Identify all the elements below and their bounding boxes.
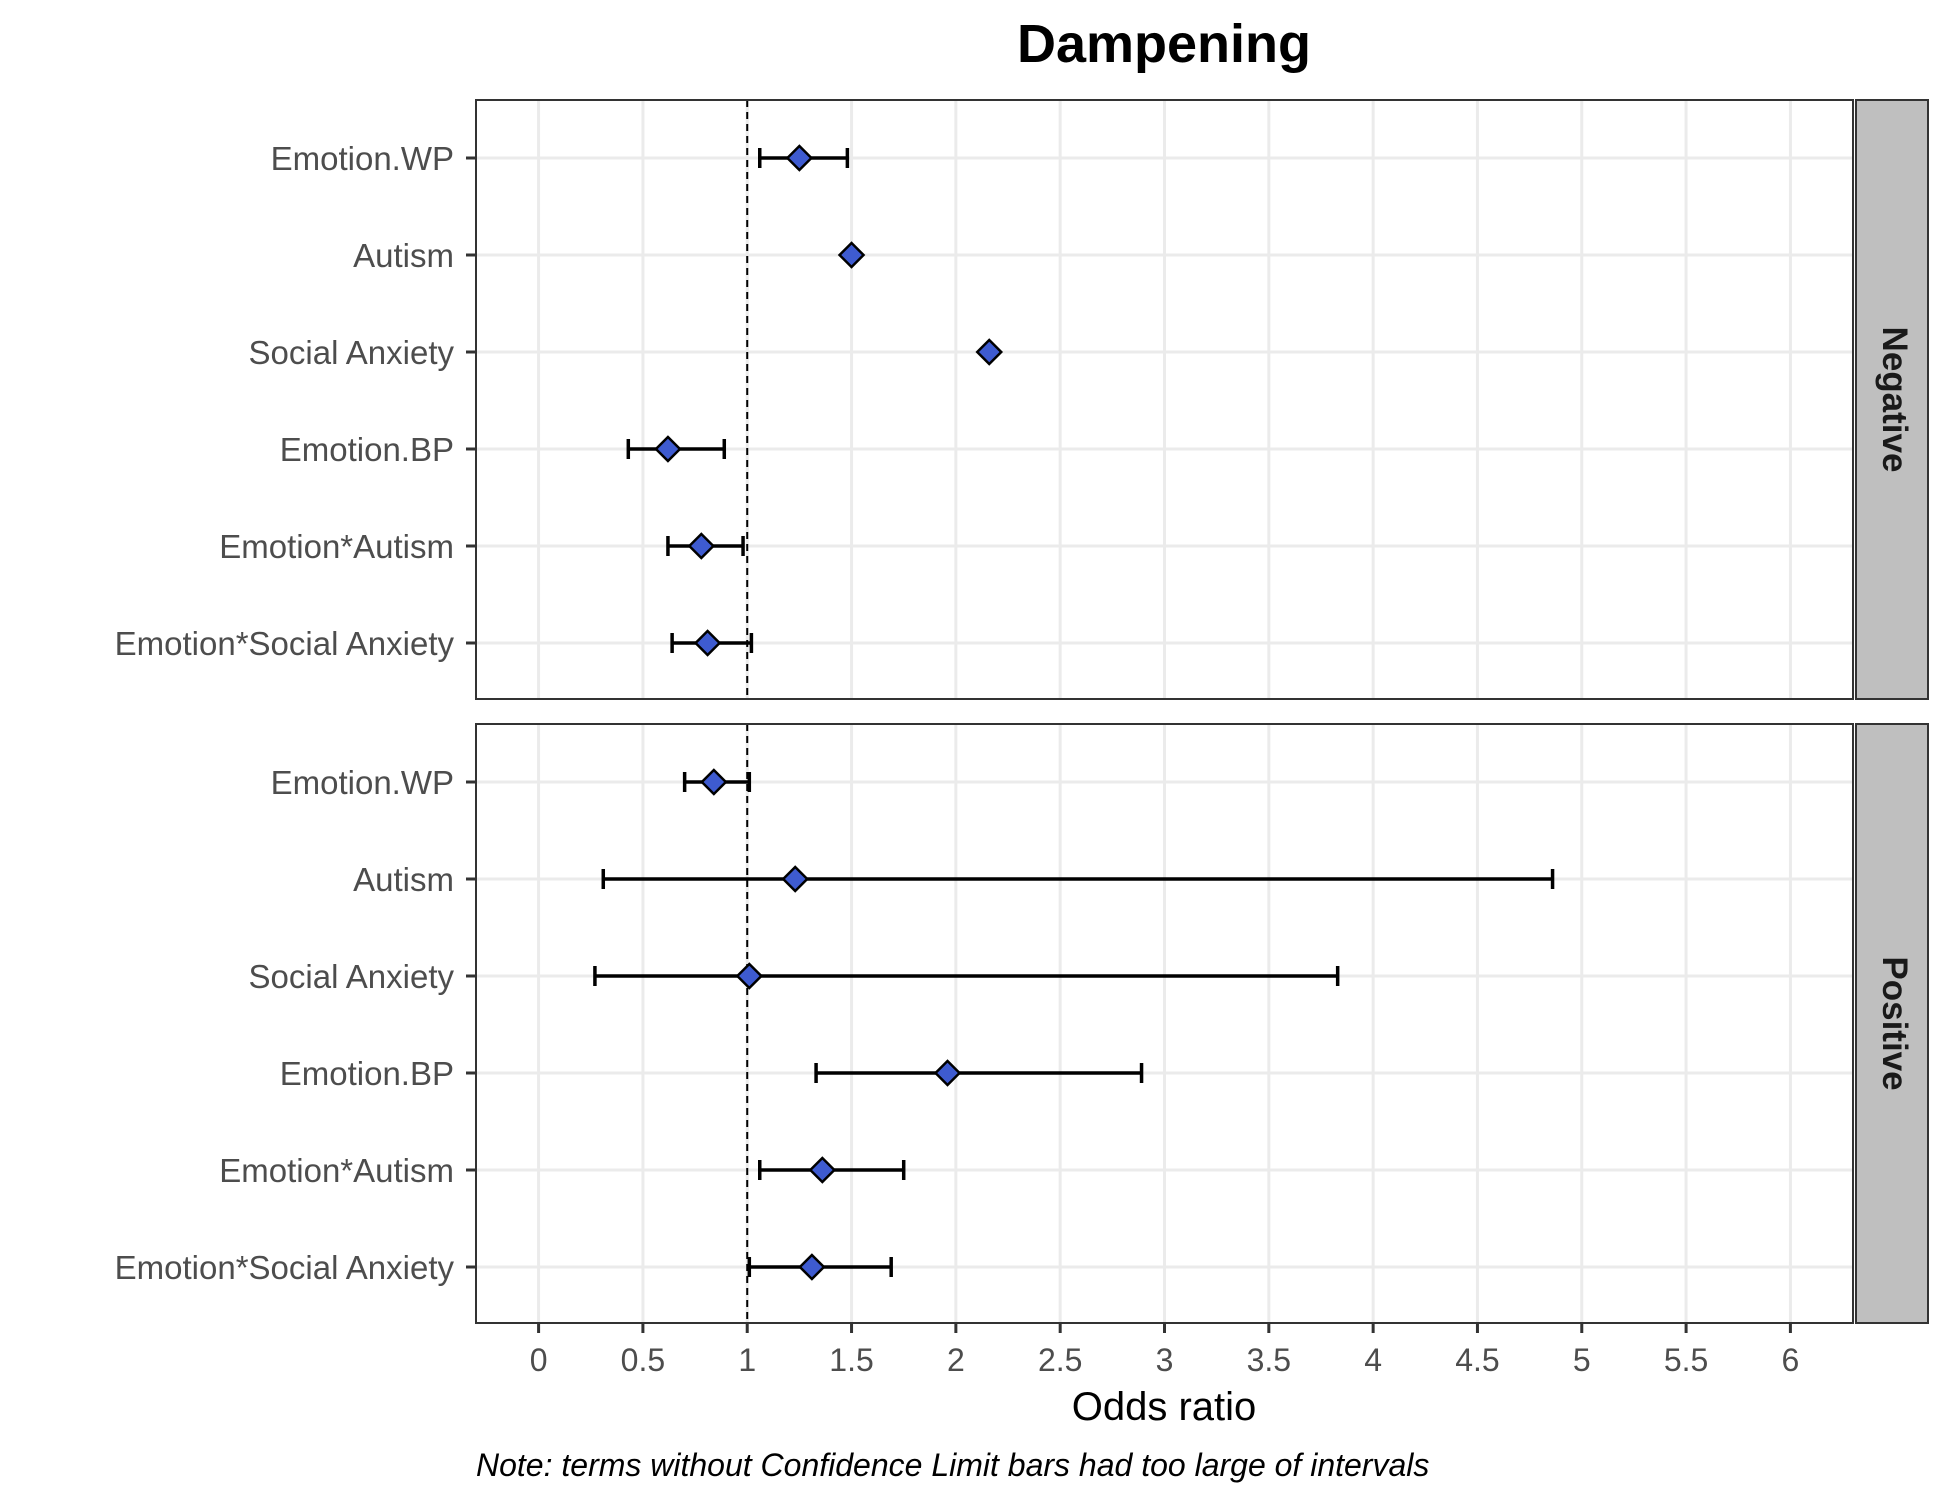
x-tick-label: 1.5 <box>829 1342 873 1378</box>
data-point <box>837 241 866 269</box>
panel-border <box>475 99 1854 700</box>
x-tick-label: 2.5 <box>1038 1342 1082 1378</box>
data-point <box>735 962 764 990</box>
category-label: Emotion*Social Anxiety <box>115 1249 455 1286</box>
x-tick-label: 0 <box>530 1342 548 1378</box>
panel-positive: Emotion.WP Autism Social Anxiety Emotion.BP… <box>115 723 1929 1324</box>
x-tick-label: 3 <box>1156 1342 1174 1378</box>
category-label: Social Anxiety <box>249 958 455 995</box>
data-point <box>933 1059 962 1087</box>
category-label: Emotion.WP <box>271 140 454 177</box>
category-label: Emotion*Autism <box>219 528 454 565</box>
category-label: Autism <box>353 237 454 274</box>
x-tick-label: 4 <box>1364 1342 1382 1378</box>
category-label: Emotion.BP <box>280 1055 454 1092</box>
panel-negative: Emotion.WP Autism Social Anxiety Emotion.BP… <box>115 99 1929 700</box>
error-bar <box>601 869 1555 889</box>
x-axis: 0 0.5 1 1.5 2 2.5 3 3.5 4 4.5 5 5.5 6 <box>530 1323 1800 1378</box>
data-point <box>700 768 728 796</box>
category-label: Social Anxiety <box>249 334 455 371</box>
x-tick-label: 5 <box>1573 1342 1591 1378</box>
data-point <box>808 1156 837 1184</box>
category-label: Autism <box>353 861 454 898</box>
data-point <box>687 532 716 560</box>
data-point <box>654 435 682 463</box>
error-bar <box>593 966 1340 986</box>
category-label: Emotion*Autism <box>219 1152 454 1189</box>
x-tick-label: 6 <box>1782 1342 1800 1378</box>
category-label: Emotion.WP <box>271 764 454 801</box>
panels: Emotion.WP Autism Social Anxiety Emotion.BP… <box>115 99 1929 1324</box>
x-tick-label: 0.5 <box>621 1342 665 1378</box>
data-point <box>785 144 814 172</box>
x-tick-label: 1 <box>738 1342 756 1378</box>
facet-strip-label: Positive <box>1875 956 1914 1090</box>
data-point <box>975 338 1004 366</box>
chart-title: Dampening <box>1017 14 1311 74</box>
chart-note: Note: terms without Confidence Limit bar… <box>476 1447 1429 1483</box>
error-bar <box>814 1063 1144 1083</box>
data-point <box>781 865 809 893</box>
facet-strip <box>1855 723 1929 1324</box>
facet-strip-label: Negative <box>1875 327 1914 473</box>
category-label: Emotion.BP <box>280 431 454 468</box>
x-axis-title: Odds ratio <box>1072 1385 1257 1429</box>
data-point <box>693 629 722 657</box>
data-point <box>798 1253 826 1281</box>
x-tick-label: 4.5 <box>1455 1342 1499 1378</box>
x-tick-label: 3.5 <box>1247 1342 1291 1378</box>
x-tick-label: 5.5 <box>1664 1342 1708 1378</box>
facet-strip <box>1855 99 1929 700</box>
x-tick-label: 2 <box>947 1342 965 1378</box>
category-label: Emotion*Social Anxiety <box>115 625 455 662</box>
